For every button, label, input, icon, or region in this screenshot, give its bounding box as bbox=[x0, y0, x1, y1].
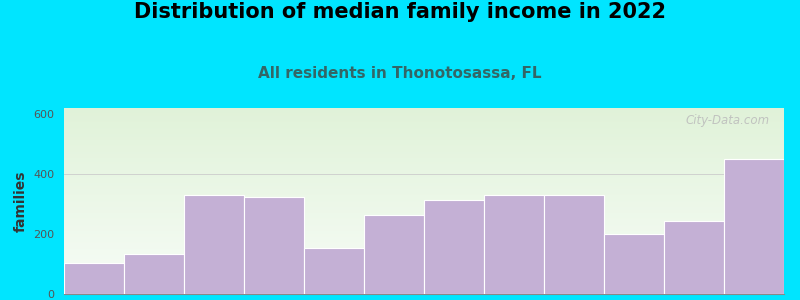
Bar bbox=[64, 262, 124, 294]
Bar bbox=[364, 214, 424, 294]
Text: All residents in Thonotosassa, FL: All residents in Thonotosassa, FL bbox=[258, 66, 542, 81]
Bar bbox=[184, 195, 244, 294]
Bar bbox=[244, 196, 304, 294]
Bar bbox=[664, 220, 724, 294]
Bar bbox=[424, 200, 484, 294]
Bar bbox=[604, 234, 664, 294]
Bar bbox=[484, 195, 544, 294]
Bar bbox=[724, 159, 784, 294]
Bar bbox=[544, 195, 604, 294]
Text: Distribution of median family income in 2022: Distribution of median family income in … bbox=[134, 2, 666, 22]
Y-axis label: families: families bbox=[14, 170, 27, 232]
Bar bbox=[304, 248, 364, 294]
Bar bbox=[124, 254, 184, 294]
Text: City-Data.com: City-Data.com bbox=[686, 114, 770, 127]
